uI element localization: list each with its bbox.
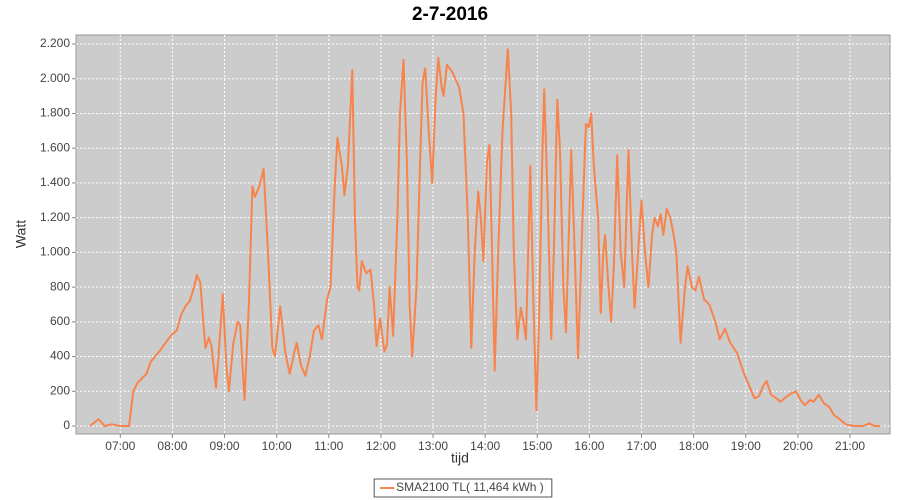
x-tick-label: 08:00 (157, 439, 187, 453)
chart-title: 2-7-2016 (412, 4, 488, 25)
x-tick-label: 16:00 (574, 439, 604, 453)
x-tick-label: 13:00 (418, 439, 448, 453)
y-tick-label: 1.600 (40, 140, 70, 154)
x-tick-label: 10:00 (262, 439, 292, 453)
x-tick-label: 18:00 (679, 439, 709, 453)
legend-label: SMA2100 TL( 11,464 kWh ) (396, 480, 544, 494)
x-tick-label: 20:00 (783, 439, 813, 453)
y-tick-label: 1.200 (40, 210, 70, 224)
plot-area (75, 34, 891, 435)
legend: SMA2100 TL( 11,464 kWh ) (373, 478, 553, 498)
y-axis-label: Watt (13, 220, 29, 248)
x-tick-label: 17:00 (627, 439, 657, 453)
x-tick-label: 15:00 (522, 439, 552, 453)
x-tick-label: 19:00 (731, 439, 761, 453)
x-tick-label: 07:00 (105, 439, 135, 453)
y-tick-label: 0 (63, 418, 70, 432)
y-tick-label: 1.800 (40, 106, 70, 120)
grid (76, 35, 890, 434)
x-tick-label: 11:00 (314, 439, 343, 453)
x-tick-label: 14:00 (470, 439, 500, 453)
series (89, 48, 881, 427)
x-axis-label: tijd (451, 450, 469, 466)
y-tick-label: 1.400 (40, 175, 70, 189)
legend-box (373, 478, 553, 498)
y-tick-label: 2.200 (40, 36, 70, 50)
y-tick-label: 1.000 (40, 245, 70, 259)
x-tick-label: 12:00 (366, 439, 396, 453)
x-tick-label: 09:00 (210, 439, 240, 453)
y-tick-label: 200 (50, 383, 70, 397)
y-tick-label: 2.000 (40, 71, 70, 85)
x-tick-label: 21:00 (835, 439, 865, 453)
y-tick-label: 800 (50, 279, 70, 293)
y-tick-label: 600 (50, 314, 70, 328)
y-tick-label: 400 (50, 349, 70, 363)
series-line (89, 48, 881, 427)
